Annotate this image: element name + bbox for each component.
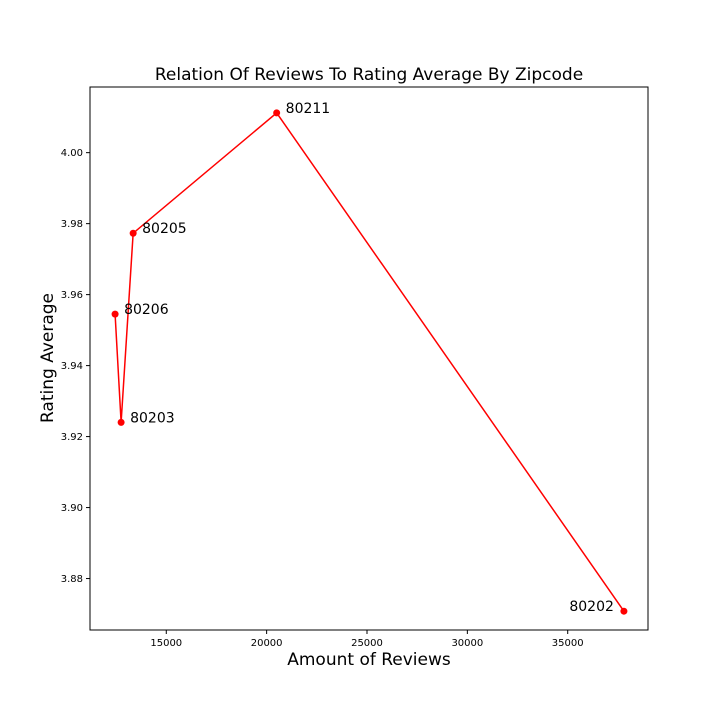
data-point-80202 bbox=[620, 607, 628, 615]
x-axis-label: Amount of Reviews bbox=[287, 650, 451, 670]
plot-frame bbox=[89, 86, 649, 631]
data-label-80202: 80202 bbox=[569, 599, 614, 615]
data-point-80206 bbox=[111, 310, 119, 318]
x-axis-ticks: 15000 20000 25000 30000 35000 bbox=[150, 630, 584, 649]
data-point-80203 bbox=[117, 418, 125, 426]
x-tick-label: 25000 bbox=[351, 638, 383, 649]
data-label-80206: 80206 bbox=[124, 302, 169, 318]
data-label-80205: 80205 bbox=[142, 221, 187, 237]
x-tick-label: 30000 bbox=[451, 638, 483, 649]
y-axis-ticks: 3.88 3.90 3.92 3.94 3.96 3.98 4.00 bbox=[61, 148, 90, 585]
y-tick-label: 3.92 bbox=[61, 432, 83, 443]
y-tick-label: 3.94 bbox=[61, 361, 83, 372]
y-axis-label: Rating Average bbox=[38, 293, 58, 423]
data-point-80211 bbox=[273, 109, 281, 117]
x-tick-label: 35000 bbox=[552, 638, 584, 649]
data-points bbox=[111, 109, 628, 615]
y-tick-label: 3.96 bbox=[61, 290, 83, 301]
data-labels: 80206 80203 80205 80211 80202 bbox=[124, 101, 614, 615]
y-tick-label: 4.00 bbox=[61, 148, 83, 159]
y-tick-label: 3.88 bbox=[61, 574, 83, 585]
x-tick-label: 20000 bbox=[251, 638, 283, 649]
series-line bbox=[114, 111, 625, 612]
x-tick-label: 15000 bbox=[150, 638, 182, 649]
data-label-80203: 80203 bbox=[130, 410, 175, 426]
data-point-80205 bbox=[129, 229, 137, 237]
data-label-80211: 80211 bbox=[286, 101, 331, 117]
plot-area: 15000 20000 25000 30000 35000 3.883.903.923.… bbox=[61, 86, 649, 649]
y-tick-label: 3.90 bbox=[61, 503, 83, 514]
chart-title: Relation Of Reviews To Rating Average By… bbox=[155, 65, 583, 85]
y-tick-label: 3.98 bbox=[61, 219, 83, 230]
